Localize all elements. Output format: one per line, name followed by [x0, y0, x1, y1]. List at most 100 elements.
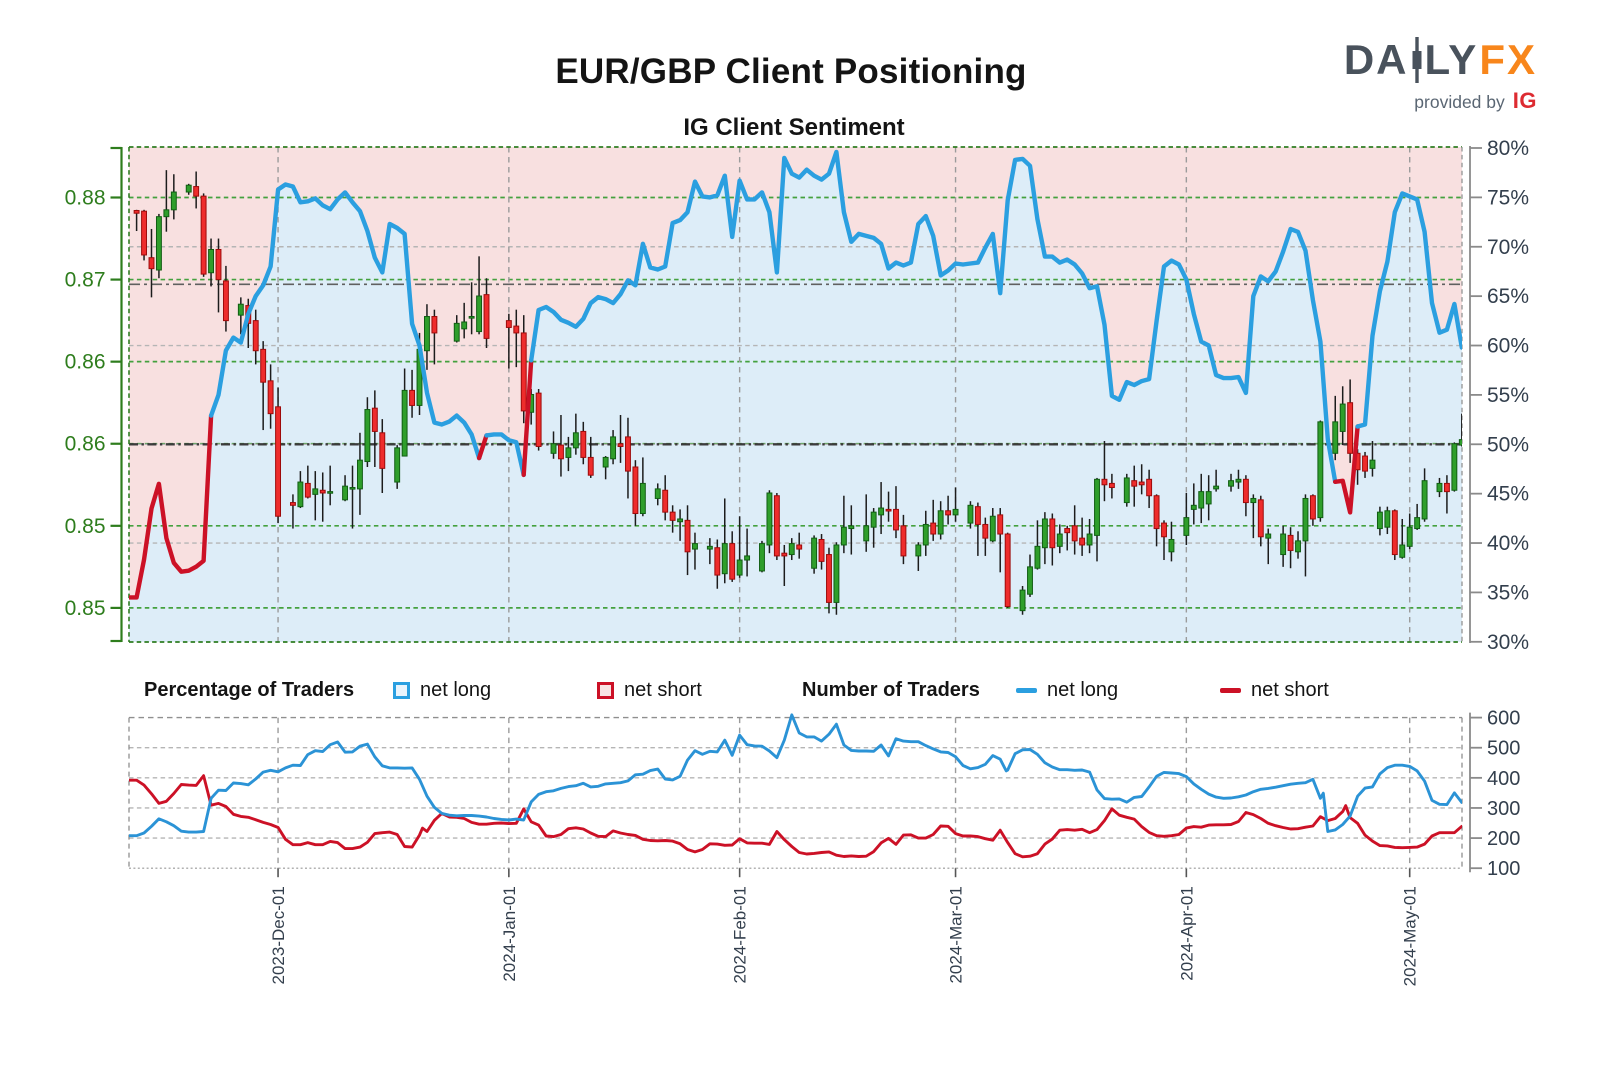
candle-body-up	[550, 443, 557, 454]
candle-body-down	[1391, 510, 1398, 556]
candle-body-down	[304, 482, 311, 498]
count-axis: 600 500 400 300 200 100	[1469, 708, 1520, 880]
candle-body-up	[766, 492, 773, 546]
month-tick-label: 2024-Apr-01	[1177, 886, 1196, 981]
candle-body-down	[409, 389, 416, 406]
candle-body-up	[1369, 459, 1376, 469]
candle-body-down	[275, 406, 282, 517]
candle-body-up	[1250, 497, 1257, 504]
candle-body-down	[1049, 518, 1056, 549]
percent-tick-label: 65%	[1487, 285, 1529, 308]
candle-body-up	[1406, 526, 1413, 547]
candle-body-down	[1242, 478, 1249, 504]
candle-body-down	[260, 348, 267, 383]
candle-body-down	[1131, 480, 1138, 487]
candle-body-up	[1056, 533, 1063, 547]
candle-body-down	[1153, 495, 1160, 530]
percent-tick-label: 80%	[1487, 137, 1529, 160]
candle-body-up	[1190, 504, 1197, 510]
legend-num-short-label: net short	[1251, 678, 1329, 701]
candle-body-up	[1399, 544, 1406, 558]
candle-body-down	[885, 508, 892, 512]
candle-body-up	[744, 555, 751, 561]
dailyfx-wordmark: DA LY FX	[1344, 36, 1537, 84]
candle-body-up	[468, 316, 475, 319]
count-tick-label: 300	[1487, 798, 1520, 820]
count-tick-label: 400	[1487, 768, 1520, 790]
price-tick-label: 0.86	[65, 351, 106, 374]
legend-pct-long-swatch	[393, 676, 410, 704]
legend-pct-header: Percentage of Traders	[144, 678, 355, 701]
candle-body-up	[736, 559, 743, 576]
candle-body-down	[148, 257, 155, 270]
candle-body-up	[572, 432, 579, 449]
candle-body-down	[1257, 499, 1264, 538]
candle-body-up	[1332, 421, 1339, 454]
price-tick-label: 0.87	[65, 269, 106, 292]
sentiment-fills	[129, 147, 1462, 642]
candle-body-up	[1086, 533, 1093, 546]
logo-text-fx: FX	[1479, 36, 1537, 83]
traders-net-long-line	[129, 713, 1462, 838]
legend-num-short-swatch	[1220, 676, 1241, 704]
candle-body-up	[1302, 497, 1309, 542]
candle-body-up	[639, 482, 646, 515]
candle-body-up	[237, 303, 244, 316]
sentiment-line	[129, 149, 1462, 600]
candle-body-down	[267, 380, 274, 415]
candle-body-down	[773, 495, 780, 557]
month-tick-label: 2024-Mar-01	[947, 886, 966, 983]
sentiment-line-net-short-majority	[476, 433, 489, 461]
candle-body-down	[558, 444, 564, 460]
candle-body-up	[1414, 517, 1421, 530]
candle-body-up	[461, 321, 468, 330]
sentiment-line-net-long-majority	[529, 149, 1338, 484]
candle-body-up	[1168, 539, 1175, 553]
traders-net-short-line	[129, 774, 1462, 859]
logo-provided-by: provided by	[1414, 92, 1505, 112]
price-tick-label: 0.86	[65, 433, 106, 456]
candle-body-down	[520, 332, 527, 412]
candle-body-up	[163, 209, 170, 218]
logo-text-da: DA	[1343, 36, 1409, 83]
month-tick-label: 2024-Feb-01	[731, 886, 750, 983]
candle-body-up	[357, 459, 363, 490]
candle-body-up	[759, 543, 765, 572]
candle-body-down	[252, 320, 259, 352]
candle-body-down	[587, 456, 594, 476]
candle-body-down	[796, 544, 803, 550]
candle-body-down	[319, 489, 326, 494]
candle-body-down	[900, 525, 907, 557]
candle-body-up	[1458, 439, 1462, 446]
percent-axis: 80% 75% 70% 65% 60% 55% 50% 45% 40% 35% 30%	[1469, 137, 1529, 654]
candle-body-down	[617, 443, 624, 447]
candle-body-down	[893, 508, 899, 531]
candle-body-up	[312, 488, 319, 495]
candle-body-up	[1041, 518, 1048, 549]
candle-body-up	[155, 216, 162, 271]
candle-body-up	[565, 447, 572, 458]
page-title: EUR/GBP Client Positioning	[555, 52, 1027, 91]
candle-body-up	[967, 504, 974, 524]
percent-tick-label: 75%	[1487, 186, 1529, 209]
candle-body-down	[997, 514, 1004, 535]
candle-body-up	[1205, 491, 1212, 505]
candle-body-up	[1213, 485, 1220, 490]
chart-subtitle: IG Client Sentiment	[683, 114, 905, 141]
candle-body-down	[222, 280, 229, 322]
candle-body-down	[431, 316, 438, 334]
candle-body-down	[141, 210, 147, 256]
candle-body-up	[922, 523, 929, 546]
dailyfx-logo: DA LY FX provided by IG	[1344, 36, 1537, 114]
candle-body-up	[610, 436, 617, 460]
price-sentiment-panel: 0.88 0.87 0.86 0.86 0.85 0.85 80% 75% 70% 65% 60% 5…	[65, 137, 1529, 878]
candle-body-up	[1198, 491, 1205, 509]
percent-tick-label: 70%	[1487, 236, 1529, 259]
month-axis-labels: 2023-Dec-01 2024-Jan-01 2024-Feb-01 2024-Ma…	[269, 886, 1420, 986]
sentiment-line-net-short-majority	[129, 413, 214, 600]
percent-tick-label: 55%	[1487, 384, 1529, 407]
candle-body-up	[349, 487, 356, 490]
candle-body-up	[870, 511, 877, 528]
legend-pct-short-swatch	[597, 676, 614, 704]
